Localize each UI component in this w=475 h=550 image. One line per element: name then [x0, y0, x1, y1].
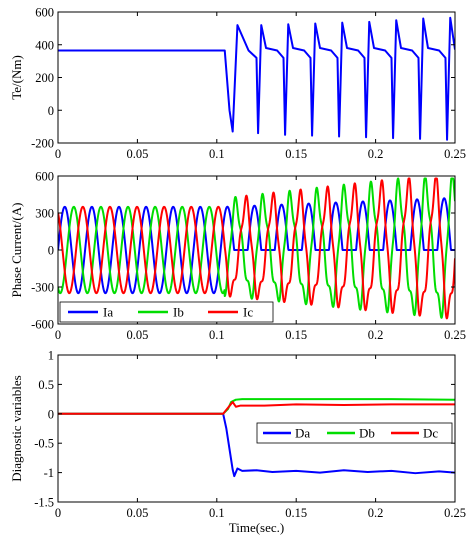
y-tick-label: 0 — [48, 104, 54, 118]
x-tick-label: 0.15 — [285, 147, 307, 161]
legend-label-ic: Ic — [243, 305, 253, 320]
y-tick-label: -0.5 — [34, 437, 54, 451]
legend-label-db: Db — [359, 426, 375, 441]
y-axis-label: Te/(Nm) — [9, 55, 24, 100]
x-tick-label: 0.25 — [444, 328, 466, 342]
legend: Ia Ib Ic — [59, 301, 274, 323]
x-tick-label: 0.2 — [368, 506, 384, 520]
y-tick-label: 0 — [48, 244, 54, 258]
y-tick-label: -1 — [44, 466, 54, 480]
y-tick-label: -600 — [31, 318, 54, 332]
x-tick-label: 0.05 — [126, 506, 148, 520]
legend-label-da: Da — [295, 426, 310, 441]
x-tick-label: 0.15 — [285, 328, 307, 342]
y-tick-label: 0.5 — [38, 378, 54, 392]
legend: Da Db Dc — [256, 422, 453, 444]
plot-2-frame: 0 0.05 0.1 0.15 0.2 0.25 -600 -300 0 300 600 Phase … — [9, 170, 466, 343]
series-line-ia — [58, 197, 455, 295]
y-axis-label: Diagnostic variables — [9, 375, 24, 482]
y-tick-label: -1.5 — [34, 496, 54, 510]
x-tick-label: 0.2 — [368, 147, 384, 161]
plot-2-series — [58, 177, 455, 320]
plot-3-frame: 0 0.05 0.1 0.15 0.2 0.25 -1.5 -1 -0.5 0 0.5 1 Diagno… — [9, 349, 466, 536]
plot-1-series — [58, 16, 455, 141]
x-tick-label: 0.05 — [126, 328, 148, 342]
legend-label-ib: Ib — [173, 305, 184, 320]
series-line-ic — [58, 177, 455, 320]
x-axis-label: Time(sec.) — [229, 520, 285, 535]
y-tick-label: 400 — [35, 38, 54, 52]
x-tick-label: 0.05 — [126, 147, 148, 161]
series-line-ib — [58, 177, 455, 319]
x-tick-label: 0 — [55, 147, 61, 161]
y-tick-label: 0 — [48, 407, 54, 421]
series-line-da — [58, 412, 455, 478]
y-tick-label: 600 — [35, 170, 54, 184]
x-tick-label: 0.1 — [209, 506, 225, 520]
x-tick-label: 0 — [55, 328, 61, 342]
plot-3: 0 0.05 0.1 0.15 0.2 0.25 -1.5 -1 -0.5 0 0.5 1 Diagno… — [9, 349, 466, 536]
x-tick-label: 0.25 — [444, 506, 466, 520]
y-tick-label: 200 — [35, 71, 54, 85]
series-line-dc — [58, 401, 455, 415]
torque-series-line — [58, 16, 455, 141]
legend-label-dc: Dc — [423, 426, 438, 441]
y-tick-label: 600 — [35, 6, 54, 20]
x-tick-label: 0 — [55, 506, 61, 520]
x-tick-label: 0.25 — [444, 147, 466, 161]
y-axis-label: Phase Current/(A) — [9, 203, 24, 298]
x-tick-label: 0.1 — [209, 147, 225, 161]
x-tick-label: 0.15 — [285, 506, 307, 520]
plot-3-series — [58, 398, 455, 478]
legend-label-ia: Ia — [103, 305, 113, 320]
y-tick-label: -200 — [31, 137, 54, 151]
x-tick-label: 0.1 — [209, 328, 225, 342]
y-tick-label: 1 — [48, 349, 54, 363]
y-tick-label: 300 — [35, 207, 54, 221]
plot-3-border — [57, 354, 456, 503]
x-tick-label: 0.2 — [368, 328, 384, 342]
y-tick-label: -300 — [31, 281, 54, 295]
plot-2: 0 0.05 0.1 0.15 0.2 0.25 -600 -300 0 300 600 Phase … — [9, 170, 466, 343]
